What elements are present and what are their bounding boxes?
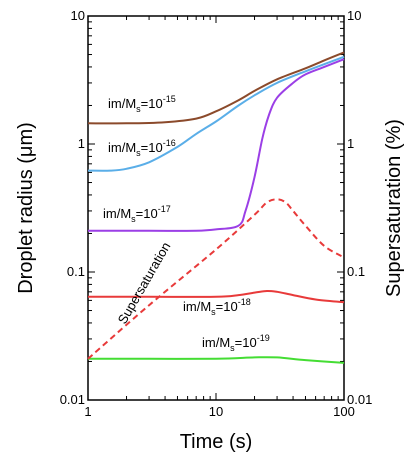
series-label-1: im/Ms=10-16: [108, 138, 176, 158]
x-tick-label: 1: [84, 404, 91, 419]
series-label-4: im/Ms=10-19: [202, 333, 270, 353]
y-axis-title-left: Droplet radius (μm): [15, 122, 37, 294]
y-tick-label-right: 1: [347, 136, 354, 151]
series-line-4: [87, 356, 345, 364]
series-label-3: im/Ms=10-18: [183, 297, 251, 317]
y-tick-label-left: 0.1: [67, 264, 85, 279]
series-line-3: [88, 289, 345, 304]
y-tick-label-left: 0.01: [60, 392, 85, 407]
y-tick-label-left: 10: [71, 8, 85, 23]
series-line-0: [87, 51, 345, 125]
series-labels: im/Ms=10-15 im/Ms=10-16 im/Ms=10-17 im/Ms=1…: [103, 94, 270, 353]
y-tick-label-right: 10: [347, 8, 361, 23]
x-tick-label: 100: [333, 404, 355, 419]
series-label-0: im/Ms=10-15: [108, 94, 176, 114]
series-label-2: im/Ms=10-17: [103, 204, 171, 224]
y-tick-label-right: 0.01: [347, 392, 372, 407]
y-tick-label-left: 1: [78, 136, 85, 151]
series-line-1: [87, 55, 345, 172]
x-tick-label: 10: [209, 404, 223, 419]
series-lines: [87, 51, 345, 364]
supersaturation-label: Supersaturation: [115, 240, 174, 327]
x-axis-title: Time (s): [180, 431, 253, 453]
series-line-2: [88, 58, 345, 232]
axis-ticks: [87, 15, 345, 401]
series-line-5: [87, 198, 345, 360]
y-tick-label-right: 0.1: [347, 264, 365, 279]
y-axis-title-right: Supersaturation (%): [383, 119, 405, 297]
